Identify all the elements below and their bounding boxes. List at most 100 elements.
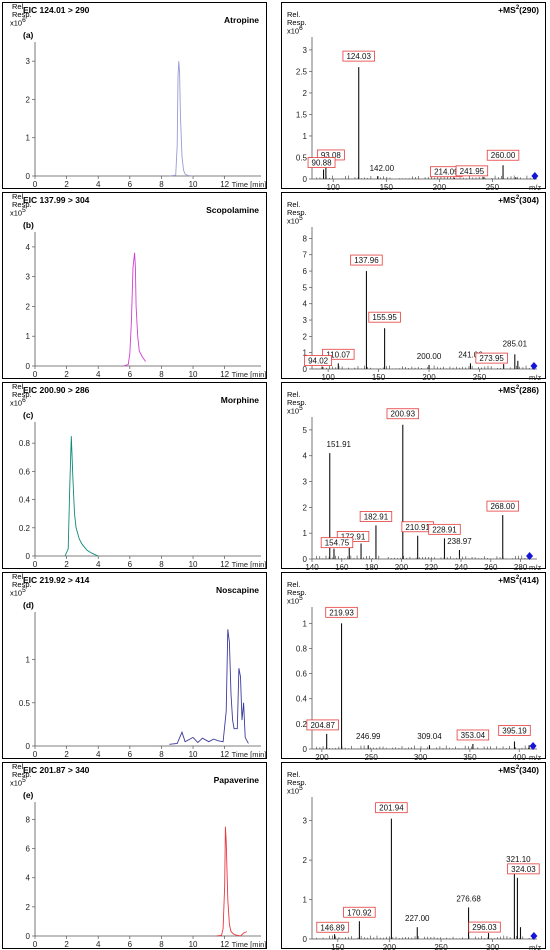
peak-label: 200.00 [417,352,442,361]
y-tick-label: 0.2 [296,720,308,729]
x-tick-label: 6 [128,940,133,949]
peak-label: 204.87 [310,721,335,730]
title-part: +MS [498,385,516,395]
x-tick-label: 4 [96,750,101,759]
y-tick-label: 0.5 [296,153,308,162]
y-tick-label: 6 [303,267,308,276]
exponent-power: 6 [22,17,26,24]
y-tick-label: 0 [303,935,308,944]
x-tick-label: 400 [513,753,527,762]
x-tick-label: 4 [96,370,101,379]
peak-label: 353.04 [461,731,486,740]
chart-title: +MS2(286) [498,385,539,395]
peak-label: 210.91 [405,523,430,532]
peak-label-box [325,606,358,618]
y-axis-label-line: Resp. [287,208,307,217]
exponent-base: x10 [10,208,23,218]
x-tick-label: 12 [220,560,229,569]
x-tick-label: 10 [189,750,198,759]
y-tick-label: 1 [303,529,308,538]
exponent-base: x10 [287,406,300,416]
x-tick-label: 250 [473,373,487,382]
y-tick-label: 3 [26,273,31,282]
y-axis-label-line: Rel. [12,382,26,391]
chart-title: EIC 200.90 > 286 [23,385,90,395]
peak-label-box [343,906,376,918]
peak-label: 182.91 [364,512,389,521]
chart-title: EIC 124.01 > 290 [23,5,90,15]
exponent-power: 6 [299,25,303,32]
peak-label: 154.75 [325,539,350,548]
y-tick-label: 0.5 [19,699,31,708]
y-tick-label: 0 [26,552,31,561]
y-axis-label-line: Resp. [12,200,32,209]
x-tick-label: 12 [220,370,229,379]
exponent-base: x10 [10,588,23,598]
peak-label: 201.94 [379,804,404,813]
y-axis-label-line: Rel. [12,192,26,201]
peak-label: 110.07 [326,350,350,359]
x-tick-label: 0 [33,370,38,379]
x-tick-label: 8 [159,750,164,759]
title-part: +MS [498,575,516,585]
y-tick-label: 2 [303,89,308,98]
x-tick-label: 6 [128,750,133,759]
peak-label-box [468,921,501,933]
x-tick-label: 0 [33,940,38,949]
x-tick-label: 260 [484,563,498,572]
x-tick-label: 200 [433,183,447,192]
peak-label: 238.97 [447,537,472,546]
exponent-base: x10 [287,26,300,36]
chromatogram-plot: 0 2 4 6 8 0 2 4 6 8 10 12 Time [min] [26,802,266,949]
y-axis-label-line: Resp. [12,390,32,399]
y-axis-label-line: Resp. [287,398,307,407]
y-tick-label: 1 [26,656,31,665]
x-tick-label: 100 [327,183,341,192]
peak-label-box [320,537,354,549]
y-exponent: x105 [10,777,26,788]
mass-spectrum-plot: 0 1 2 3 4 5 140 160 180 200 220 240 260 280 m/z 151.91 2… [303,408,541,572]
exponent-power: 5 [299,785,303,792]
peak-label-box [307,157,336,168]
y-tick-label: 2 [26,903,31,912]
y-tick-label: 8 [26,815,31,824]
x-tick-label: 0 [33,750,38,759]
peak-label: 273.95 [479,354,504,363]
x-tick-label: 2 [64,560,69,569]
x-tick-label: 8 [159,180,164,189]
y-tick-label: 2 [303,332,308,341]
x-tick-label: 12 [220,940,229,949]
y-axis-label: Rel. Resp. [287,201,307,217]
chromatogram-trace [216,826,247,937]
x-tick-label: 150 [380,183,394,192]
x-tick-label: 10 [189,370,198,379]
peak-label: 324.03 [511,865,536,874]
x-tick-label: 6 [128,180,133,189]
y-axis-label-line: Rel. [287,200,301,209]
x-tick-label: 220 [425,563,439,572]
peak-label: 146.89 [320,923,345,932]
exponent-power: 5 [22,777,26,784]
ms-panel: Rel. Resp. x105 +MS2(304) 0 1 2 3 4 5 6 7 8 100 150 200… [281,192,546,382]
peak-label-box [475,352,508,364]
x-tick-label: 2 [64,750,69,759]
peak-label-box [368,311,401,323]
x-tick-label: 240 [454,563,468,572]
y-exponent: x105 [287,405,303,416]
y-tick-label: 0.6 [19,467,31,476]
eic-panel: Rel. Resp. x106 EIC 200.90 > 286 Morphine (c)… [2,382,267,569]
y-tick-label: 0 [26,742,31,751]
y-exponent: x105 [10,207,26,218]
x-tick-label: 0 [33,560,38,569]
title-part: (286) [519,385,539,395]
peak-label-box [486,149,520,161]
x-tick-label: 4 [96,560,101,569]
eic-panel: Rel. Resp. x105 EIC 201.87 > 340 Papaverine (… [2,762,267,949]
peak-label: 151.91 [327,440,352,449]
mass-spectrum-plot: 0 0.5 1 1.5 2 2.5 3 100 150 200 250 m/z 124.03 93.089… [296,37,541,192]
x-tick-label: 280 [514,563,528,572]
y-tick-label: 2 [303,503,308,512]
y-axis-label-line: Rel. [287,10,301,19]
peak-label: 155.95 [372,313,397,322]
